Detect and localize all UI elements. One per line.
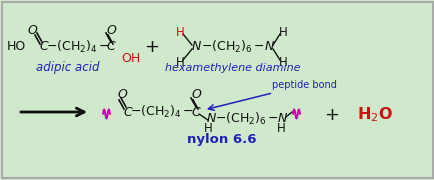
Text: O: O <box>117 89 127 102</box>
Text: N: N <box>206 112 215 125</box>
Text: C: C <box>106 40 115 53</box>
Text: H: H <box>278 55 287 69</box>
Text: H: H <box>276 122 285 134</box>
Text: hexamethylene diamine: hexamethylene diamine <box>165 63 300 73</box>
Text: O: O <box>106 24 116 37</box>
Text: OH: OH <box>121 51 140 64</box>
Text: $\mathsf{-(CH_2)_4-}$: $\mathsf{-(CH_2)_4-}$ <box>130 104 194 120</box>
Text: nylon 6.6: nylon 6.6 <box>187 134 256 147</box>
FancyBboxPatch shape <box>2 2 432 178</box>
Text: $\mathsf{-(CH_2)_6-}$: $\mathsf{-(CH_2)_6-}$ <box>214 111 278 127</box>
Text: adipic acid: adipic acid <box>36 62 99 75</box>
Text: O: O <box>27 24 37 37</box>
Text: HO: HO <box>7 40 26 53</box>
Text: N: N <box>191 40 200 53</box>
Text: $\mathsf{-(CH_2)_6-}$: $\mathsf{-(CH_2)_6-}$ <box>201 39 264 55</box>
Text: +: + <box>144 38 159 56</box>
Text: H$_2$O: H$_2$O <box>356 106 392 124</box>
Text: peptide bond: peptide bond <box>208 80 336 110</box>
Text: O: O <box>191 89 201 102</box>
Text: H: H <box>175 55 184 69</box>
Text: C: C <box>39 40 48 53</box>
Text: N: N <box>264 40 273 53</box>
Text: +: + <box>324 106 339 124</box>
Text: C: C <box>123 105 132 118</box>
Text: H: H <box>203 122 212 134</box>
Text: H: H <box>278 26 287 39</box>
Text: $\mathsf{-(CH_2)_4-}$: $\mathsf{-(CH_2)_4-}$ <box>46 39 110 55</box>
Text: C: C <box>191 105 200 118</box>
Text: H: H <box>175 26 184 39</box>
Text: N: N <box>277 112 286 125</box>
